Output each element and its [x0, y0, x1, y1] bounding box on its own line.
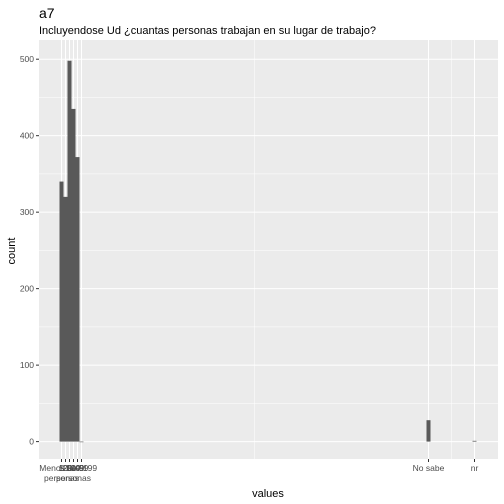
y-tick-label: 400	[20, 131, 34, 141]
bar	[59, 181, 64, 442]
bar	[472, 440, 477, 442]
bar	[426, 420, 431, 442]
x-tick-label: 50-99	[67, 463, 89, 473]
y-tick-label: 500	[20, 54, 34, 64]
y-tick-label: 100	[20, 360, 34, 370]
chart-subtitle: Incluyendose Ud ¿cuantas personas trabaj…	[39, 25, 376, 37]
x-tick-label: 5-9	[59, 463, 72, 473]
y-tick-label: 300	[20, 207, 34, 217]
x-axis-title: values	[252, 488, 284, 500]
bar	[63, 196, 68, 442]
y-tick-label: 200	[20, 284, 34, 294]
x-tick-label: Menos de 5 personas	[39, 463, 84, 483]
plot-panel	[39, 40, 498, 459]
bar	[67, 60, 72, 442]
x-tick-label: 100-199	[66, 463, 97, 473]
x-tick-label: 10-19	[59, 463, 81, 473]
bar	[79, 441, 84, 443]
bar	[75, 157, 80, 442]
y-axis: 0 100 200 300 400 500	[20, 54, 39, 447]
chart-title: a7	[39, 5, 55, 21]
bars	[59, 60, 477, 443]
x-tick-label: 20-49 personas	[56, 463, 91, 483]
x-tick-label: nr	[471, 463, 479, 473]
bar	[71, 108, 76, 442]
y-axis-title: count	[6, 238, 18, 265]
x-tick-label: No sabe	[413, 463, 445, 473]
y-tick-label: 0	[29, 437, 34, 447]
